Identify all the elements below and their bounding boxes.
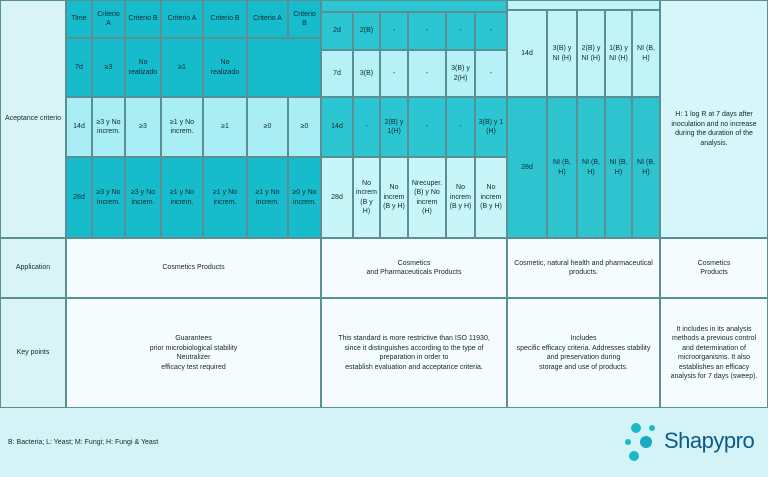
header-cell: Criterio B bbox=[288, 0, 321, 38]
key-points-text: Includes specific efficacy criteria. Add… bbox=[507, 298, 660, 408]
header-cell: Criterio A bbox=[161, 0, 203, 38]
application-text: Cosmetics and Pharmaceuticals Products bbox=[321, 238, 507, 298]
value-cell: ≥1 y No increm. bbox=[161, 157, 203, 238]
value-cell: 2d bbox=[321, 12, 353, 50]
value-cell: ≥0 bbox=[247, 97, 288, 157]
value-cell: No realizado bbox=[203, 38, 247, 97]
row-label: Key points bbox=[0, 298, 66, 408]
value-cell: NI (B, H) bbox=[632, 10, 660, 97]
value-cell: No increm (B y H) bbox=[475, 157, 507, 238]
value-cell: ≥3 y No increm. bbox=[92, 157, 125, 238]
value-cell: NI (B, H) bbox=[632, 97, 660, 238]
value-cell: No realizado bbox=[125, 38, 161, 97]
application-text: Cosmetics Products bbox=[660, 238, 768, 298]
row-label: Application bbox=[0, 238, 66, 298]
value-cell: ≥0 bbox=[288, 97, 321, 157]
value-cell: 28d bbox=[321, 157, 353, 238]
value-cell: 14d bbox=[66, 97, 92, 157]
value-cell: 28d bbox=[66, 157, 92, 238]
application-text: Cosmetics Products bbox=[66, 238, 321, 298]
value-cell: - bbox=[380, 12, 408, 50]
header-cell: Criterio A bbox=[247, 0, 288, 38]
empty-cell bbox=[321, 0, 507, 12]
value-cell: - bbox=[380, 50, 408, 97]
value-cell: ≥1 y No increm. bbox=[247, 157, 288, 238]
value-cell: NI (B, H) bbox=[577, 97, 605, 238]
value-cell: - bbox=[353, 97, 380, 157]
key-points-text: It includes in its analysis methods a pr… bbox=[660, 298, 768, 408]
value-cell: - bbox=[408, 50, 446, 97]
value-cell: 1(B) y NI (H) bbox=[605, 10, 632, 97]
value-cell: 3(B) bbox=[353, 50, 380, 97]
logo-text: Shapypro bbox=[664, 428, 755, 453]
value-cell: 3(B) y 1 (H) bbox=[475, 97, 507, 157]
value-cell: 3(B) y 2(H) bbox=[446, 50, 475, 97]
value-cell: No increm (B y H) bbox=[353, 157, 380, 238]
row-label: Aceptance criterio bbox=[0, 0, 66, 238]
header-cell: Criterio B bbox=[125, 0, 161, 38]
value-cell: 28d bbox=[507, 97, 547, 238]
header-cell: Time bbox=[66, 0, 92, 38]
value-cell: 7d bbox=[66, 38, 92, 97]
value-cell: No increm (B y H) bbox=[380, 157, 408, 238]
logo-icon bbox=[625, 423, 655, 461]
empty-cell bbox=[507, 0, 660, 10]
value-cell: ≥1 y No increm. bbox=[161, 97, 203, 157]
value-cell: 14d bbox=[321, 97, 353, 157]
value-cell: 3(B) y NI (H) bbox=[547, 10, 577, 97]
value-cell: ≥3 bbox=[125, 97, 161, 157]
value-cell: Nrecuper. (B) y No increm (H) bbox=[408, 157, 446, 238]
value-cell: ≥3 y No increm. bbox=[125, 157, 161, 238]
value-cell: - bbox=[475, 50, 507, 97]
value-cell: NI (B, H) bbox=[605, 97, 632, 238]
application-text: Cosmetic, natural health and pharmaceuti… bbox=[507, 238, 660, 298]
value-cell: - bbox=[475, 12, 507, 50]
value-cell: ≥1 bbox=[203, 97, 247, 157]
key-points-text: Guarantees prior microbiological stabili… bbox=[66, 298, 321, 408]
value-cell: 2(B) bbox=[353, 12, 380, 50]
value-cell: 2(B) y 1(H) bbox=[380, 97, 408, 157]
value-cell: ≥1 y No increm. bbox=[203, 157, 247, 238]
value-cell: ≥1 bbox=[161, 38, 203, 97]
value-cell: No increm (B y H) bbox=[446, 157, 475, 238]
empty-cell bbox=[247, 38, 321, 97]
value-cell: - bbox=[446, 12, 475, 50]
footer-note: B: Bacteria; L: Yeast; M: Fungi; H: Fung… bbox=[0, 408, 768, 477]
value-cell: 2(B) y NI (H) bbox=[577, 10, 605, 97]
value-cell: - bbox=[408, 12, 446, 50]
criterion-text: H: 1 log R at 7 days after inoculation a… bbox=[660, 0, 768, 238]
value-cell: - bbox=[446, 97, 475, 157]
value-cell: ≥0 y No increm. bbox=[288, 157, 321, 238]
value-cell: NI (B, H) bbox=[547, 97, 577, 238]
value-cell: 7d bbox=[321, 50, 353, 97]
value-cell: - bbox=[408, 97, 446, 157]
value-cell: ≥3 y No increm. bbox=[92, 97, 125, 157]
value-cell: ≥3 bbox=[92, 38, 125, 97]
header-cell: Criterio B bbox=[203, 0, 247, 38]
key-points-text: This standard is more restrictive than I… bbox=[321, 298, 507, 408]
header-cell: Criterio A bbox=[92, 0, 125, 38]
value-cell: 14d bbox=[507, 10, 547, 97]
